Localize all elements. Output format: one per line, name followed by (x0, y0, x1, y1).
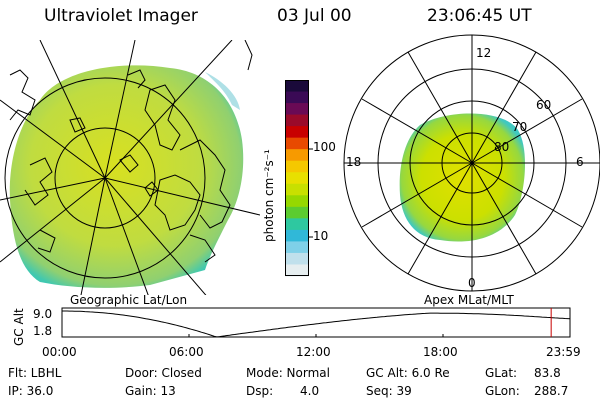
gain-info: Gain: 13 (125, 384, 176, 398)
colorbar-unit-label: photon cm⁻²s⁻¹ (262, 149, 276, 242)
colorbar-swatch (285, 229, 309, 242)
mode-info: Mode: Normal (246, 366, 330, 380)
colorbar (285, 80, 313, 277)
lat-label-60: 60 (536, 98, 552, 112)
date-label: 03 Jul 00 (277, 6, 352, 26)
colorbar-swatch (285, 103, 309, 116)
glon-label: GLon: (485, 384, 520, 398)
dsp-label: Dsp: (246, 384, 274, 398)
door-info: Door: Closed (125, 366, 202, 380)
ip-info: IP: 36.0 (8, 384, 54, 398)
colorbar-swatch (285, 160, 309, 173)
colorbar-swatch (285, 137, 309, 150)
mlt-label-6: 6 (576, 155, 584, 169)
colorbar-swatch (285, 114, 309, 127)
colorbar-swatch (285, 218, 309, 231)
dsp-value: 4.0 (300, 384, 320, 398)
mlt-label-18: 18 (346, 155, 362, 169)
timeline-ytick-bottom: 1.8 (33, 324, 53, 338)
colorbar-swatch (285, 149, 309, 162)
colorbar-swatch (285, 195, 309, 208)
altitude-curve (62, 310, 571, 338)
lat-label-80: 80 (494, 140, 510, 154)
colorbar-swatch (285, 241, 309, 254)
colorbar-swatch (285, 91, 309, 104)
timeline-xtick-1200: 12:00 (296, 345, 331, 359)
magnetic-map (343, 34, 600, 292)
colorbar-swatch (285, 80, 309, 93)
colorbar-swatch (285, 252, 309, 265)
glon-value: 288.7 (534, 384, 569, 398)
geographic-grid (0, 40, 260, 295)
colorbar-swatch (285, 183, 309, 196)
mlt-label-12: 12 (476, 46, 492, 60)
timeline-xtick-0000: 00:00 (42, 345, 77, 359)
geographic-map (0, 40, 260, 295)
gc-alt-info: GC Alt: 6.0 Re (366, 366, 450, 380)
glat-value: 83.8 (534, 366, 561, 380)
colorbar-tick-10: 10 (313, 229, 329, 243)
lat-label-70: 70 (512, 120, 528, 134)
colorbar-swatch (285, 264, 309, 277)
mlt-label-0: 0 (468, 276, 476, 290)
timeline-xtick-1800: 18:00 (423, 345, 458, 359)
coastlines (9, 40, 253, 263)
aurora-image-geographic (9, 65, 244, 288)
filter-info: Flt: LBHL (8, 366, 62, 380)
magnetic-grid (343, 34, 600, 292)
colorbar-frame (285, 80, 309, 276)
app-title: Ultraviolet Imager (44, 6, 198, 26)
timeline-ytick-top: 9.0 (33, 307, 53, 321)
altitude-timeline (61, 307, 571, 338)
right-map-caption: Apex MLat/MLT (424, 293, 514, 307)
colorbar-tick-100: 100 (313, 140, 336, 154)
left-map-caption: Geographic Lat/Lon (70, 293, 188, 307)
timeline-xtick-0600: 06:00 (169, 345, 204, 359)
seq-info: Seq: 39 (366, 384, 412, 398)
timeline-xtick-2359: 23:59 (546, 345, 581, 359)
time-label: 23:06:45 UT (427, 6, 532, 26)
colorbar-swatch (285, 206, 309, 219)
timeline-ylabel: GC Alt (12, 308, 26, 346)
colorbar-swatch (285, 126, 309, 139)
aurora-edge-left (205, 72, 240, 110)
glat-label: GLat: (485, 366, 518, 380)
timeline-frame (61, 307, 571, 338)
colorbar-swatch (285, 172, 309, 185)
